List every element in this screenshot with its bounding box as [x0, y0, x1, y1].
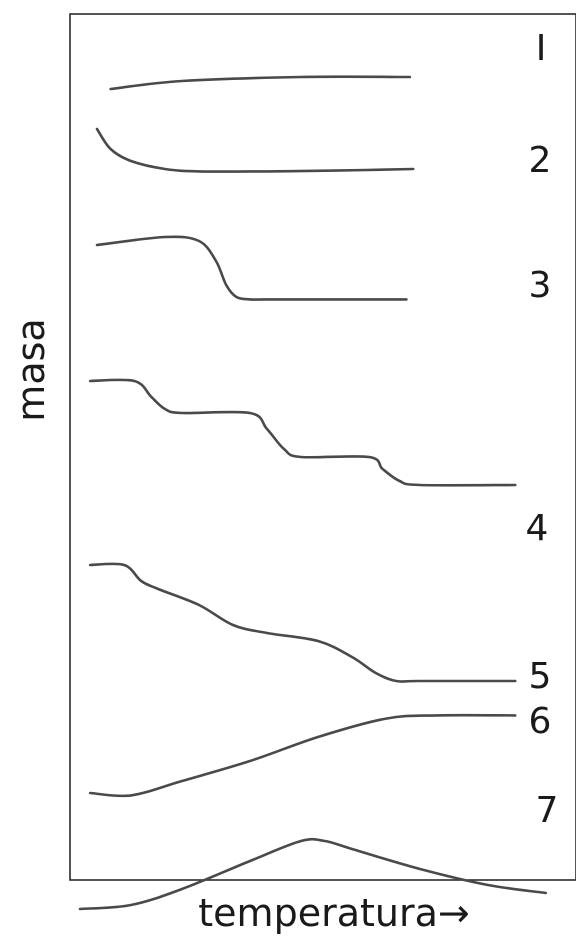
curve-label-4: 4 — [526, 508, 549, 549]
curve-7 — [78, 837, 548, 911]
x-axis-label: temperatura→ — [198, 891, 469, 935]
curve-4 — [88, 378, 517, 487]
curve-label-1: I — [536, 28, 547, 69]
curve-5 — [88, 562, 517, 683]
curves-group — [78, 75, 548, 911]
curve-6 — [88, 713, 517, 798]
curve-1 — [109, 75, 412, 91]
curve-label-5: 5 — [529, 656, 552, 697]
curve-2 — [95, 127, 415, 173]
curve-label-7: 7 — [536, 790, 559, 831]
y-axis-label: masa — [9, 318, 53, 421]
plot-frame — [69, 13, 576, 881]
curve-3 — [95, 235, 408, 301]
curve-label-6: 6 — [529, 701, 552, 742]
curve-label-3: 3 — [529, 265, 552, 306]
curve-labels: I 2 3 4 56 7 — [526, 28, 559, 831]
curve-label-2: 2 — [529, 140, 552, 181]
